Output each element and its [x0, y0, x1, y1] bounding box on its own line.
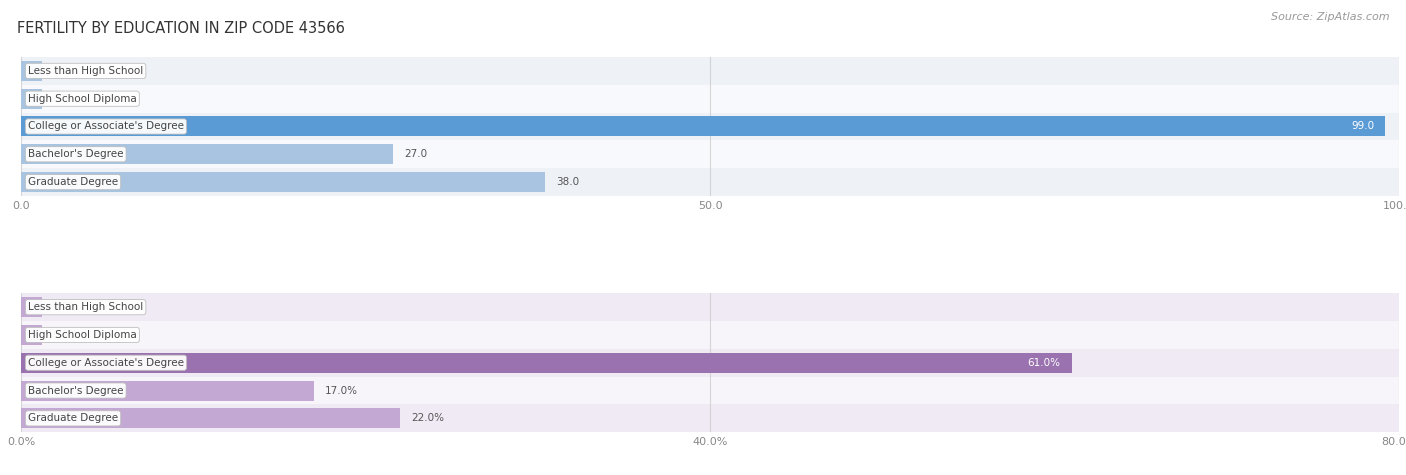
Text: College or Associate's Degree: College or Associate's Degree: [28, 122, 184, 132]
Bar: [21, 377, 1399, 404]
Text: Source: ZipAtlas.com: Source: ZipAtlas.com: [1271, 12, 1389, 22]
Bar: [21, 168, 1399, 196]
Bar: [21, 89, 42, 109]
Text: 27.0: 27.0: [404, 149, 427, 159]
Bar: [21, 325, 42, 345]
Bar: [21, 172, 544, 192]
Text: 17.0%: 17.0%: [325, 386, 359, 396]
Text: College or Associate's Degree: College or Associate's Degree: [28, 358, 184, 368]
Bar: [21, 380, 314, 400]
Text: 61.0%: 61.0%: [1028, 358, 1060, 368]
Text: 38.0: 38.0: [555, 177, 579, 187]
Text: Less than High School: Less than High School: [28, 66, 143, 76]
Text: FERTILITY BY EDUCATION IN ZIP CODE 43566: FERTILITY BY EDUCATION IN ZIP CODE 43566: [17, 21, 344, 37]
Bar: [21, 144, 394, 164]
Bar: [21, 297, 42, 317]
Text: Less than High School: Less than High School: [28, 302, 143, 312]
Text: 0.0%: 0.0%: [53, 302, 79, 312]
Bar: [21, 321, 1399, 349]
Text: Bachelor's Degree: Bachelor's Degree: [28, 386, 124, 396]
Text: 0.0%: 0.0%: [53, 330, 79, 340]
Text: 22.0%: 22.0%: [411, 413, 444, 423]
Bar: [21, 404, 1399, 432]
Bar: [21, 57, 1399, 85]
Bar: [21, 353, 1071, 373]
Text: High School Diploma: High School Diploma: [28, 94, 136, 104]
Text: High School Diploma: High School Diploma: [28, 330, 136, 340]
Text: Graduate Degree: Graduate Degree: [28, 177, 118, 187]
Bar: [21, 85, 1399, 113]
Text: Bachelor's Degree: Bachelor's Degree: [28, 149, 124, 159]
Text: 99.0: 99.0: [1351, 122, 1374, 132]
Bar: [21, 116, 1385, 136]
Text: 0.0: 0.0: [53, 66, 69, 76]
Text: Graduate Degree: Graduate Degree: [28, 413, 118, 423]
Bar: [21, 293, 1399, 321]
Text: 0.0: 0.0: [53, 94, 69, 104]
Bar: [21, 349, 1399, 377]
Bar: [21, 408, 401, 428]
Bar: [21, 113, 1399, 141]
Bar: [21, 61, 42, 81]
Bar: [21, 141, 1399, 168]
